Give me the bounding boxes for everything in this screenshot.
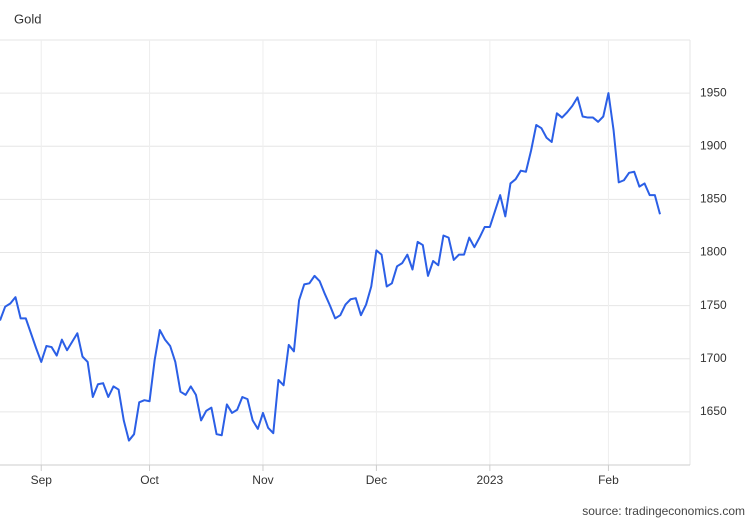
y-tick-label: 1900	[700, 138, 727, 152]
x-tick-label: 2023	[476, 473, 503, 487]
source: source: tradingeconomics.com	[582, 504, 745, 518]
x-tick-label: Sep	[31, 473, 53, 487]
y-tick-label: 1950	[700, 85, 727, 99]
y-tick-label: 1700	[700, 351, 727, 365]
chart-title: Gold	[14, 11, 41, 26]
price-line	[0, 92, 661, 442]
y-tick-label: 1650	[700, 404, 727, 418]
y-tick-label: 1800	[700, 245, 727, 259]
x-tick-label: Nov	[252, 473, 273, 487]
x-tick-label: Oct	[140, 473, 159, 487]
y-tick-label: 1750	[700, 298, 727, 312]
x-tick-label: Feb	[598, 473, 619, 487]
y-tick-label: 1850	[700, 192, 727, 206]
x-tick-label: Dec	[366, 473, 387, 487]
